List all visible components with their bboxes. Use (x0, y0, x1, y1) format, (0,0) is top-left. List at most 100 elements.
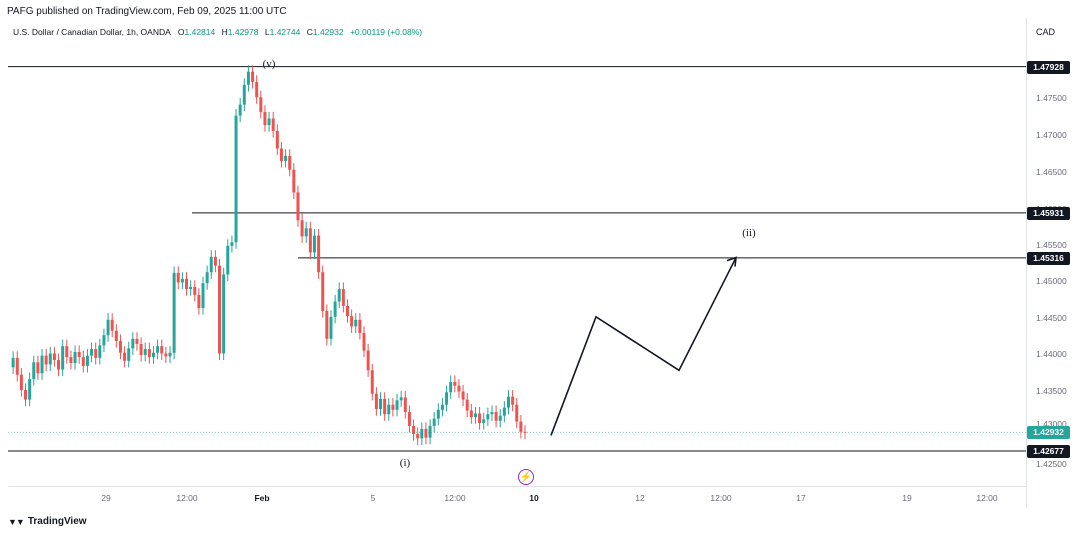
candle-body (57, 360, 61, 370)
wave-label-i: (i) (399, 457, 411, 469)
candle-body (436, 409, 440, 419)
candle-body (135, 338, 139, 344)
price-tick: 1.47500 (1036, 93, 1067, 103)
candle-body (432, 418, 436, 426)
candle-body (312, 235, 316, 253)
candle-body (209, 256, 213, 273)
price-tick: 1.44500 (1036, 313, 1067, 323)
candle-body (69, 357, 73, 363)
candle-body (345, 305, 349, 317)
candle-body (77, 352, 81, 358)
candle-body (465, 399, 469, 411)
price-tick: 1.46500 (1036, 167, 1067, 177)
candle-body (461, 391, 465, 400)
time-axis-border (8, 486, 1026, 487)
publisher-header: PAFG published on TradingView.com, Feb 0… (7, 6, 287, 17)
candle-body (213, 256, 217, 266)
candle-body (279, 148, 283, 161)
candle-body (473, 413, 477, 418)
candle-body (333, 301, 337, 317)
candle-body (147, 349, 151, 358)
candle-body (15, 357, 19, 375)
candle-body (176, 272, 180, 283)
candle-body (424, 428, 428, 438)
candle-body (379, 398, 383, 410)
candle-body (48, 353, 52, 365)
candle-body (267, 118, 271, 126)
candle-body (127, 348, 131, 361)
candle-body (292, 169, 296, 193)
candle-body (259, 97, 263, 112)
time-tick: 5 (370, 493, 376, 503)
candle-body (61, 346, 65, 370)
price-tick: 1.44000 (1036, 349, 1067, 359)
time-tick: 12 (635, 493, 645, 503)
candle-body (300, 220, 304, 237)
candle-body (366, 350, 370, 371)
candle-body (102, 335, 106, 346)
candle-body (341, 289, 345, 306)
candle-body (317, 235, 321, 273)
time-tick: 29 (101, 493, 111, 503)
candle-body (36, 362, 40, 374)
high-value: 1.42978 (227, 27, 259, 37)
time-tick: 12:00 (176, 493, 198, 503)
candle-body (28, 379, 32, 400)
candle-body (403, 397, 407, 413)
candle-body (164, 353, 168, 357)
current-price-badge: 1.42932 (1027, 426, 1070, 439)
flash-event-icon[interactable]: ⚡ (518, 469, 534, 485)
candle-body (457, 385, 461, 392)
brand-name: TradingView (27, 516, 87, 527)
candle-body (387, 404, 391, 415)
candle-body (395, 400, 399, 410)
candle-body (226, 245, 230, 275)
candle-body (337, 289, 341, 302)
candle-body (420, 428, 424, 439)
candle-body (358, 319, 362, 333)
high-label: H (221, 27, 228, 37)
wave-label-ii: (ii) (742, 227, 756, 239)
level-badge-resistance: 1.45931 (1027, 207, 1070, 220)
candle-body (189, 286, 193, 290)
candle-body (234, 115, 238, 243)
candle-body (412, 425, 416, 434)
candle-body (180, 278, 184, 283)
candle-body (453, 382, 457, 386)
candle-body (85, 355, 89, 366)
price-tick: 1.45000 (1036, 276, 1067, 286)
currency-label[interactable]: CAD (1036, 27, 1056, 37)
candle-body (391, 404, 395, 410)
candle-body (308, 228, 312, 253)
symbol-legend[interactable]: U.S. Dollar / Canadian Dollar, 1h, OANDA… (13, 27, 426, 37)
candle-body (201, 283, 205, 309)
change-value: +0.00119 (+0.08%) (349, 27, 423, 37)
level-badge-top: 1.47928 (1027, 61, 1070, 74)
candle-body (263, 111, 267, 126)
candle-body (246, 71, 250, 85)
candle-body (185, 278, 189, 290)
candle-body (383, 398, 387, 415)
price-tick: 1.43000 (1036, 419, 1067, 429)
projection-path (550, 257, 737, 436)
candle-body (218, 265, 222, 354)
candle-body (65, 346, 69, 358)
candle-body (131, 338, 135, 349)
time-tick: 10 (529, 493, 539, 503)
tradingview-logo[interactable]: ▼▼ TradingView (8, 516, 87, 527)
candle-body (370, 370, 374, 394)
candle-body (11, 357, 15, 368)
candle-body (399, 397, 403, 401)
low-label: L (264, 27, 270, 37)
time-tick: 19 (902, 493, 912, 503)
candle-body (160, 346, 164, 354)
candle-body (478, 413, 482, 424)
candle-body (325, 311, 329, 339)
candle-body (81, 357, 85, 366)
tradingview-icon: ▼▼ (8, 516, 25, 527)
candle-body (523, 431, 527, 433)
candle-body (197, 294, 201, 309)
candle-body (230, 242, 234, 246)
candle-body (19, 374, 23, 391)
